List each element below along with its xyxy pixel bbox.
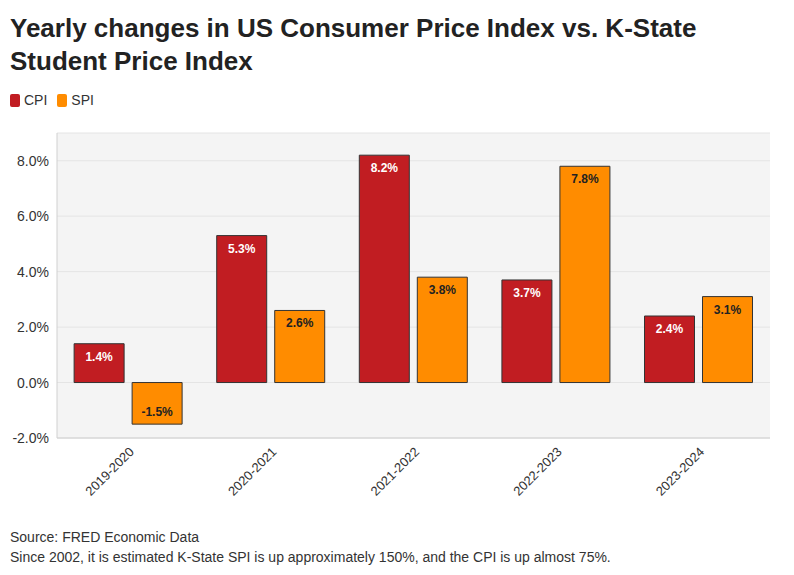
svg-text:-2.0%: -2.0% bbox=[12, 430, 49, 446]
svg-text:2019-2020: 2019-2020 bbox=[82, 444, 137, 499]
svg-text:8.2%: 8.2% bbox=[371, 161, 399, 175]
svg-text:3.8%: 3.8% bbox=[429, 283, 457, 297]
svg-text:3.1%: 3.1% bbox=[714, 303, 742, 317]
svg-text:2023-2024: 2023-2024 bbox=[653, 444, 708, 499]
svg-text:-1.5%: -1.5% bbox=[141, 405, 173, 419]
html-text:Yearly changes in US Consumer: Yearly changes in US Consumer Price Inde… bbox=[10, 13, 697, 76]
svg-text:2022-2023: 2022-2023 bbox=[510, 444, 565, 499]
svg-text:5.3%: 5.3% bbox=[228, 242, 256, 256]
html-text:Since 2002, it is estimated K-: Since 2002, it is estimated K-State SPI … bbox=[10, 549, 611, 565]
svg-text:8.0%: 8.0% bbox=[17, 153, 49, 169]
svg-text:2.6%: 2.6% bbox=[286, 316, 314, 330]
svg-text:3.7%: 3.7% bbox=[513, 286, 541, 300]
html-text:CPI: CPI bbox=[24, 92, 48, 108]
svg-text:7.8%: 7.8% bbox=[571, 172, 599, 186]
svg-text:2021-2022: 2021-2022 bbox=[368, 444, 423, 499]
svg-text:2.4%: 2.4% bbox=[656, 322, 684, 336]
svg-text:6.0%: 6.0% bbox=[17, 208, 49, 224]
svg-text:2020-2021: 2020-2021 bbox=[225, 444, 280, 499]
svg-text:0.0%: 0.0% bbox=[17, 375, 49, 391]
svg-text:2.0%: 2.0% bbox=[17, 319, 49, 335]
svg-text:4.0%: 4.0% bbox=[17, 264, 49, 280]
html-text:Source: FRED Economic Data: Source: FRED Economic Data bbox=[10, 529, 200, 545]
svg-text:1.4%: 1.4% bbox=[85, 350, 113, 364]
html-text:SPI: SPI bbox=[71, 92, 94, 108]
